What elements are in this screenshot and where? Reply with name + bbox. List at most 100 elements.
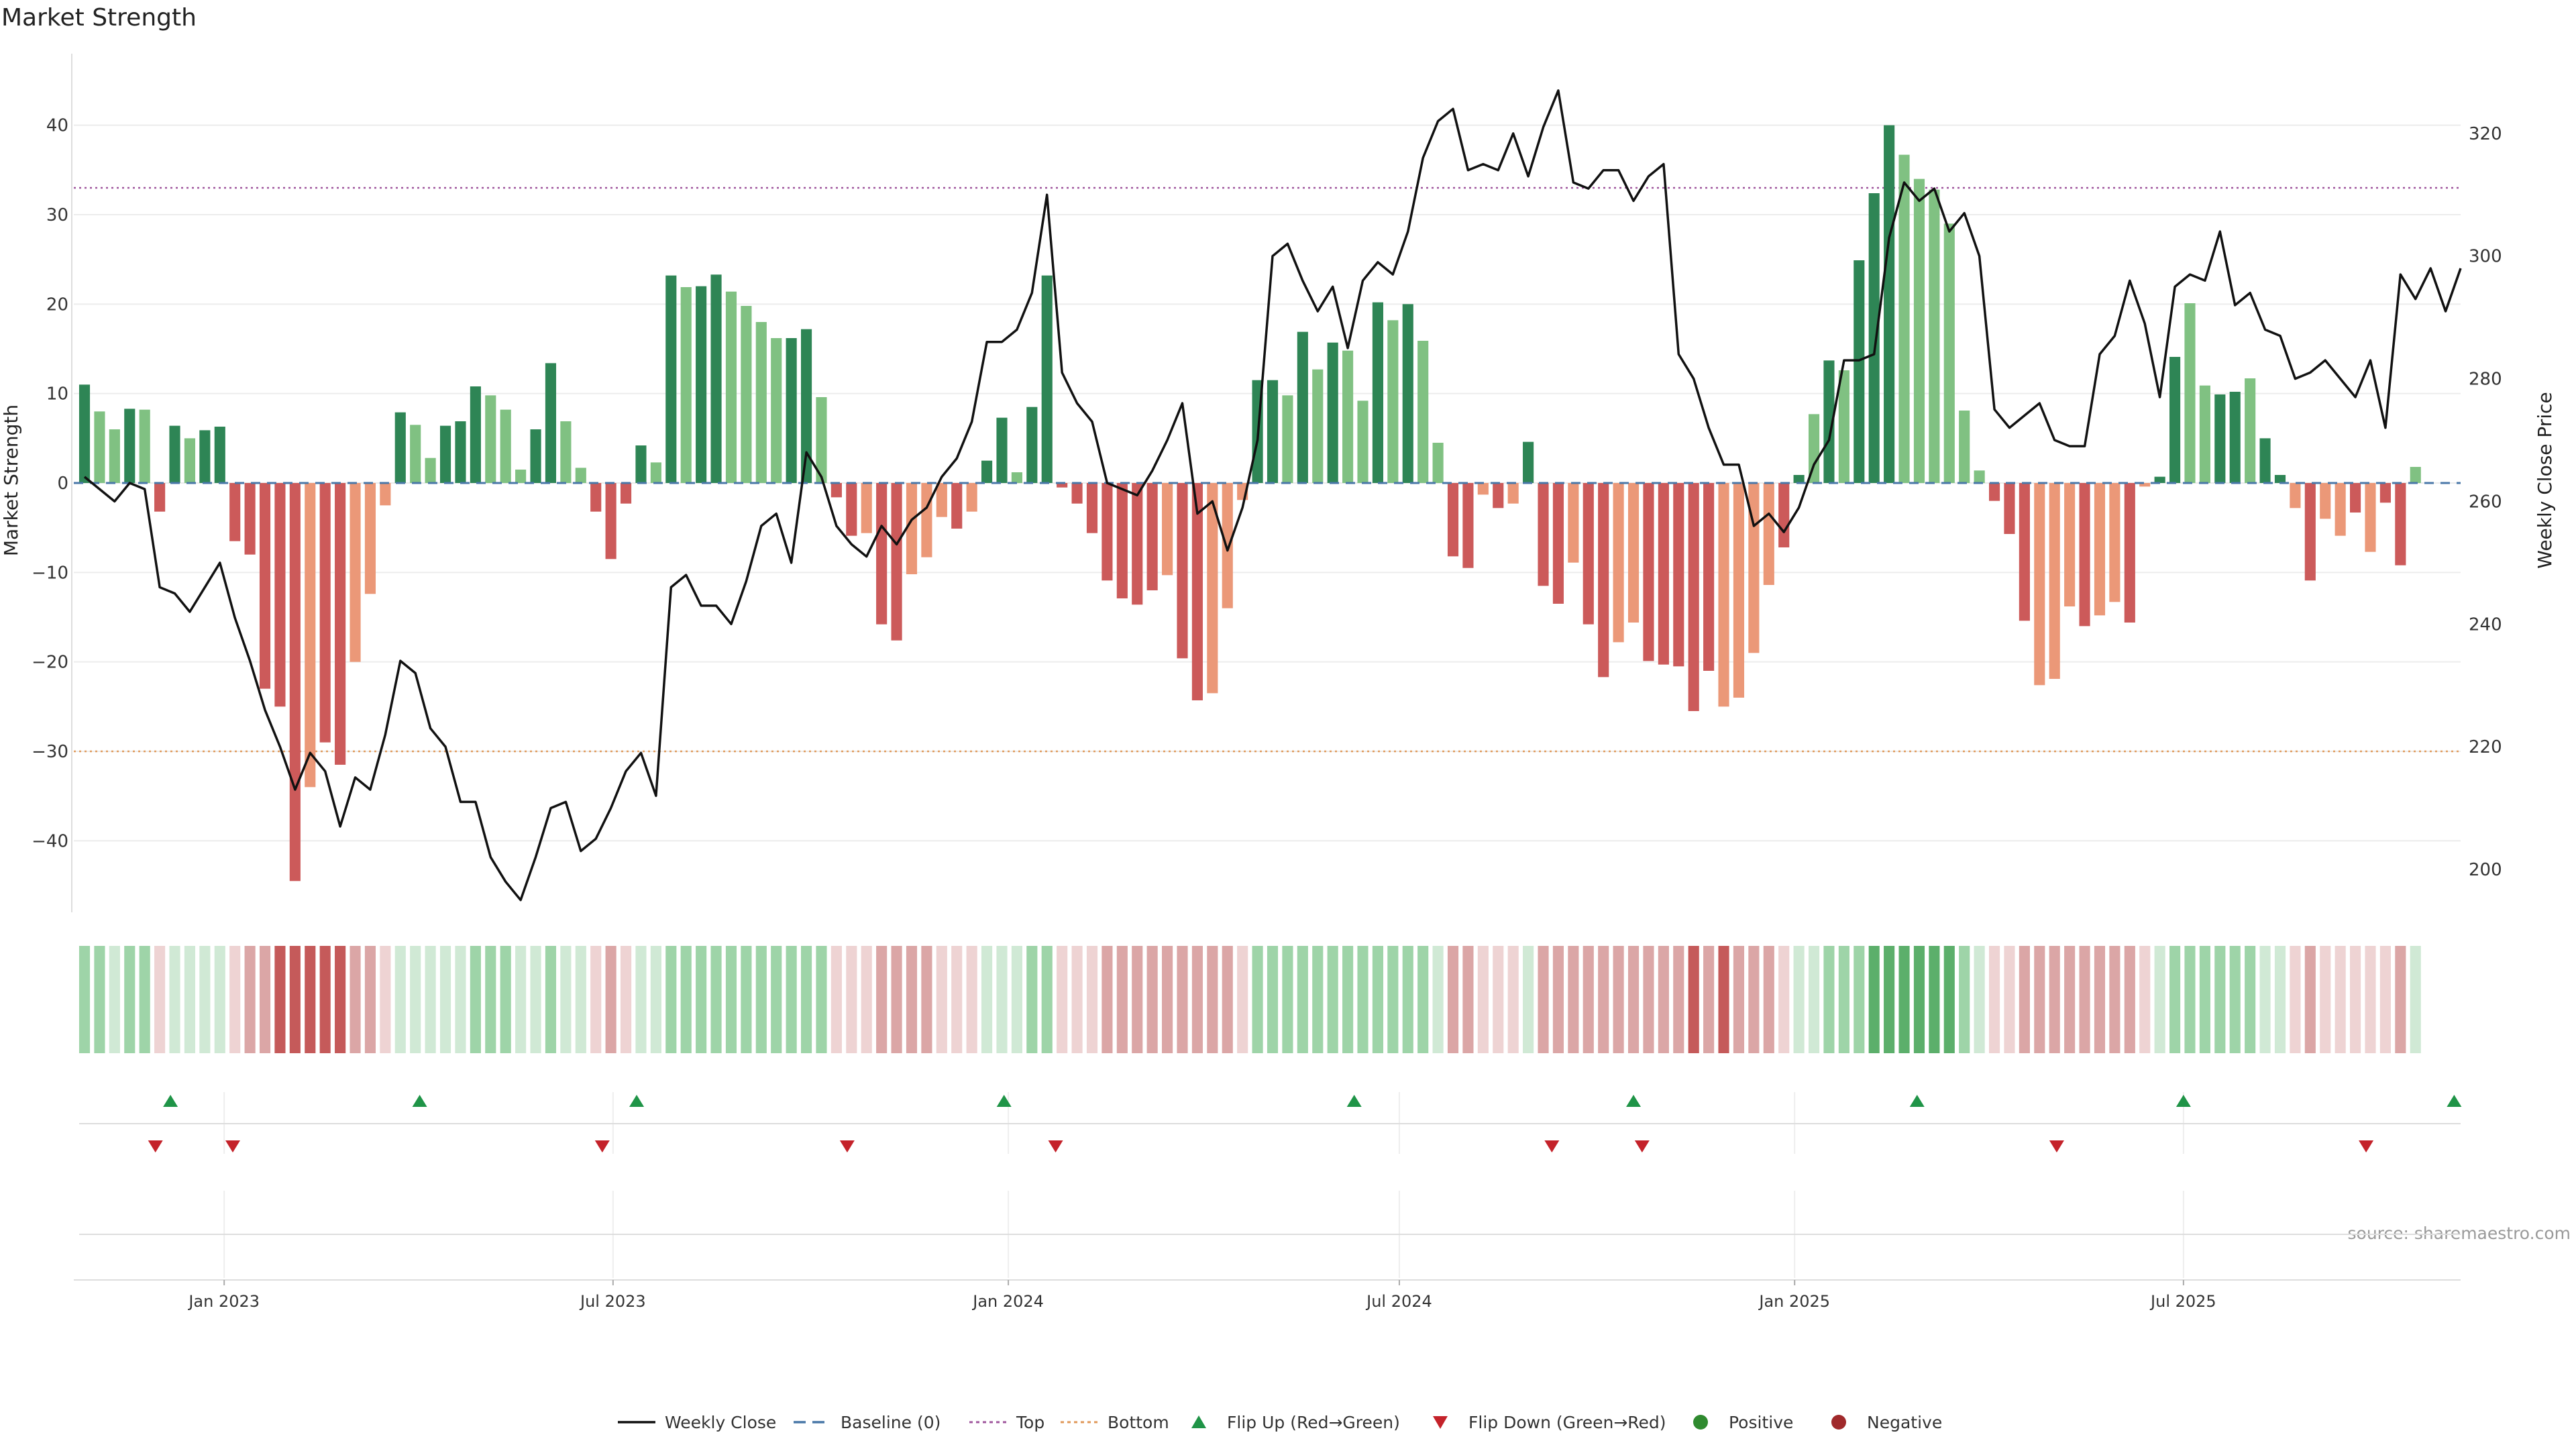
y-tick-label: −30 — [32, 742, 68, 762]
heat-cell — [891, 946, 902, 1053]
strength-bar — [1598, 483, 1609, 678]
heat-cell — [2019, 946, 2030, 1053]
heat-cell — [305, 946, 316, 1053]
y-tick-label: 40 — [46, 116, 68, 136]
strength-bar — [259, 483, 271, 689]
strength-bar — [1838, 370, 1849, 483]
heat-cell — [635, 946, 647, 1053]
strength-bar — [1207, 483, 1218, 694]
heat-cell — [1643, 946, 1654, 1053]
heat-cell — [1252, 946, 1263, 1053]
strength-bar — [1507, 483, 1519, 504]
strength-bar — [2274, 475, 2286, 483]
flip-up-marker — [412, 1095, 427, 1107]
heat-cell — [394, 946, 406, 1053]
strength-bar — [1447, 483, 1459, 557]
strength-bar — [2004, 483, 2015, 534]
heat-cell — [2199, 946, 2210, 1053]
strength-bar — [305, 483, 316, 788]
strength-bar — [1568, 483, 1579, 563]
heat-cell — [515, 946, 527, 1053]
strength-bar — [2169, 357, 2181, 483]
heat-cell — [2004, 946, 2015, 1053]
strength-bar — [1913, 178, 1925, 483]
strength-bar — [1477, 483, 1489, 495]
heat-cell — [1748, 946, 1760, 1053]
weekly-close-line — [83, 89, 2462, 902]
heat-cell — [786, 946, 797, 1053]
flip-up-marker — [996, 1095, 1012, 1107]
heat-cell — [1913, 946, 1925, 1053]
legend-item: Flip Down (Green→Red) — [1433, 1413, 1666, 1432]
strength-bar — [921, 483, 932, 557]
heat-cell — [1538, 946, 1549, 1053]
strength-bar — [741, 306, 752, 483]
heat-cell — [605, 946, 616, 1053]
heat-cell — [2079, 946, 2090, 1053]
flip-up-marker — [1346, 1095, 1362, 1107]
strength-bar — [1582, 483, 1594, 625]
strength-bar — [394, 412, 406, 483]
strength-bar — [996, 417, 1008, 483]
heat-cell — [1447, 946, 1459, 1053]
y-tick-label: −40 — [32, 831, 68, 851]
strength-bar — [2214, 394, 2226, 483]
heat-cell — [1477, 946, 1489, 1053]
heat-cell — [319, 946, 331, 1053]
heat-cell — [1523, 946, 1534, 1053]
heat-cell — [1733, 946, 1745, 1053]
heat-cell — [1959, 946, 1970, 1053]
strength-bar — [635, 445, 647, 483]
strength-bar — [1493, 483, 1504, 508]
heat-cell — [2274, 946, 2286, 1053]
heat-cell — [1552, 946, 1564, 1053]
heat-cell — [1854, 946, 1865, 1053]
flip-up-marker — [2176, 1095, 2191, 1107]
heat-cell — [1868, 946, 1880, 1053]
heat-cell — [78, 946, 91, 1053]
heat-cell — [2259, 946, 2271, 1053]
strength-bar — [2034, 483, 2045, 686]
heat-cell — [1162, 946, 1173, 1053]
heat-cell — [1688, 946, 1699, 1053]
flip-up-marker — [1626, 1095, 1642, 1107]
strength-bar — [891, 483, 902, 641]
heat-cell — [1462, 946, 1474, 1053]
strength-bar — [936, 483, 947, 517]
heat-cell — [1357, 946, 1368, 1053]
heat-cell — [380, 946, 391, 1053]
heat-cell — [1026, 946, 1038, 1053]
heat-cell — [1898, 946, 1910, 1053]
heat-cell — [169, 946, 180, 1053]
legend-label: Positive — [1729, 1413, 1793, 1432]
heat-cell — [1177, 946, 1188, 1053]
heat-cell — [545, 946, 557, 1053]
heat-cell — [1207, 946, 1218, 1053]
strength-bar — [710, 274, 722, 483]
strength-bar — [169, 425, 180, 483]
legend-swatch-circle — [1693, 1415, 1708, 1430]
heat-cell — [741, 946, 752, 1053]
strength-bar — [2379, 483, 2391, 503]
strength-bar — [1387, 320, 1399, 483]
heat-cell — [876, 946, 888, 1053]
strength-bar — [485, 395, 496, 483]
strength-bar — [2124, 483, 2135, 623]
strength-bar — [1658, 483, 1669, 665]
strength-bar — [2109, 483, 2121, 602]
heat-cell — [1237, 946, 1248, 1053]
strength-bar — [816, 397, 827, 483]
heat-cell — [1102, 946, 1113, 1053]
strength-bar — [515, 470, 527, 483]
y-right-tick-label: 300 — [2469, 247, 2502, 267]
strength-bar — [1402, 304, 1413, 483]
heat-cell — [1071, 946, 1083, 1053]
heat-cell — [1974, 946, 1985, 1053]
heat-cell — [500, 946, 511, 1053]
heat-cell — [1372, 946, 1384, 1053]
heat-cell — [1929, 946, 1940, 1053]
strength-bar — [590, 483, 602, 512]
strength-bar — [470, 386, 481, 483]
strength-bar — [696, 286, 707, 483]
heat-cell — [665, 946, 677, 1053]
